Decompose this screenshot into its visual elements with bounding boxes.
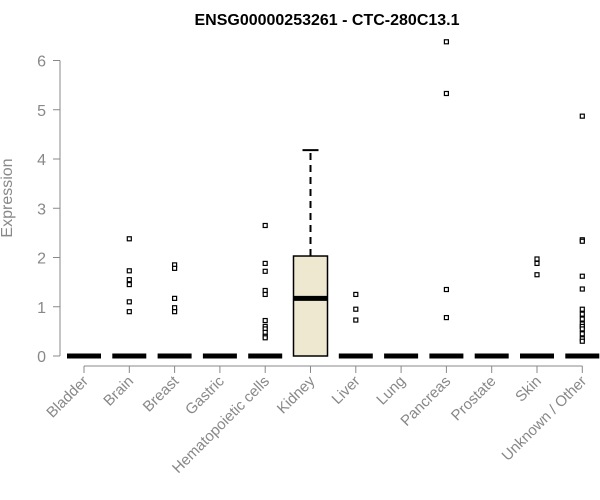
x-tick-label: Unknown / Other xyxy=(499,373,591,465)
x-tick-label: Breast xyxy=(140,372,183,415)
box-group xyxy=(112,236,147,359)
x-tick-label: Kidney xyxy=(274,372,319,417)
outlier-point xyxy=(579,286,585,292)
x-tick-label: Skin xyxy=(512,373,545,406)
outlier-point xyxy=(579,331,585,337)
y-axis-label: Expression xyxy=(0,158,16,237)
outlier-point xyxy=(579,316,585,322)
outlier-point xyxy=(126,268,132,274)
y-tick-label: 4 xyxy=(37,152,46,169)
outlier-point xyxy=(443,39,449,45)
outlier-point xyxy=(443,286,449,293)
outlier-point xyxy=(579,311,585,317)
outlier-point xyxy=(534,260,540,267)
outlier-point xyxy=(262,222,268,229)
outlier-point xyxy=(579,326,585,332)
outlier-point xyxy=(579,113,585,119)
outlier-point xyxy=(579,238,585,244)
outlier-point xyxy=(126,281,132,288)
box-plot-series xyxy=(67,39,600,359)
outlier-point xyxy=(443,314,449,321)
outlier-point xyxy=(262,260,268,267)
x-tick-label: Liver xyxy=(329,373,364,408)
outlier-point xyxy=(126,236,132,242)
outlier-point xyxy=(126,309,132,315)
box-group xyxy=(292,149,329,357)
outlier-point xyxy=(262,291,268,298)
x-tick-label: Lung xyxy=(373,373,409,409)
outlier-point xyxy=(172,295,178,301)
box-group xyxy=(248,222,283,359)
outlier-point xyxy=(262,335,268,341)
outlier-point xyxy=(353,317,359,323)
outlier-point xyxy=(353,306,359,312)
x-tick-label: Brain xyxy=(100,373,137,410)
outlier-point xyxy=(262,268,268,274)
chart-title: ENSG00000253261 - CTC-280C13.1 xyxy=(194,12,459,29)
y-axis: 0 1 2 3 4 5 6 xyxy=(37,54,61,366)
y-tick-label: 3 xyxy=(37,201,46,218)
outlier-point xyxy=(443,90,449,97)
outlier-point xyxy=(579,273,585,279)
outlier-point xyxy=(534,272,540,278)
outlier-point xyxy=(172,265,178,271)
outlier-point xyxy=(534,256,540,262)
x-tick-label: Pancreas xyxy=(397,373,454,430)
box-group xyxy=(565,113,600,359)
box-iqr xyxy=(292,255,329,357)
y-tick-label: 6 xyxy=(37,54,46,71)
box-group xyxy=(429,39,464,359)
outlier-point xyxy=(126,277,132,283)
outlier-point xyxy=(579,338,585,344)
x-tick-label: Prostate xyxy=(448,373,500,425)
x-tick-label: Bladder xyxy=(43,373,92,422)
y-tick-label: 1 xyxy=(37,300,46,317)
y-tick-label: 5 xyxy=(37,103,46,120)
outlier-point xyxy=(579,306,585,312)
outlier-point xyxy=(126,299,132,305)
y-tick-label: 0 xyxy=(37,349,46,366)
box-group xyxy=(157,262,192,359)
box-group xyxy=(338,291,373,359)
y-tick-label: 2 xyxy=(37,251,46,268)
outlier-point xyxy=(353,291,359,298)
box-group xyxy=(520,256,554,359)
outlier-point xyxy=(172,309,178,315)
outlier-point xyxy=(262,317,268,324)
